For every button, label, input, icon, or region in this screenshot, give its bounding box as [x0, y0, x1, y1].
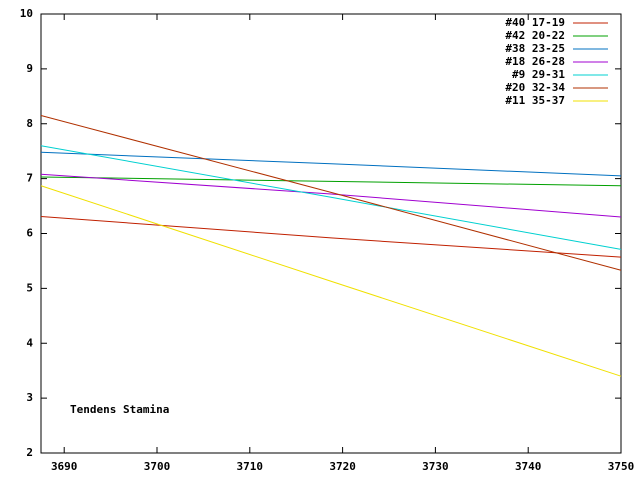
x-tick-label: 3690 — [51, 460, 78, 473]
x-tick-label: 3700 — [144, 460, 171, 473]
x-tick-label: 3710 — [237, 460, 264, 473]
x-tick-label: 3720 — [329, 460, 356, 473]
legend-label: #40 17-19 — [505, 16, 565, 29]
y-tick-label: 7 — [26, 172, 33, 185]
series-line — [40, 176, 622, 187]
y-tick-label: 3 — [26, 391, 33, 404]
y-tick-label: 4 — [26, 336, 33, 349]
y-tick-label: 2 — [26, 446, 33, 459]
x-tick-label: 3730 — [422, 460, 449, 473]
x-tick-label: 3740 — [515, 460, 542, 473]
legend-label: #20 32-34 — [505, 81, 565, 94]
legend-label: #9 29-31 — [512, 68, 565, 81]
y-tick-label: 8 — [26, 117, 33, 130]
series-line — [40, 145, 622, 250]
y-tick-label: 9 — [26, 62, 33, 75]
annotation: Tendens Stamina — [70, 403, 169, 416]
series-line — [40, 173, 622, 218]
y-tick-label: 10 — [20, 7, 33, 20]
series-line — [40, 185, 622, 377]
legend-label: #38 23-25 — [505, 42, 565, 55]
y-tick-label: 6 — [26, 227, 33, 240]
series-line — [40, 151, 622, 177]
y-tick-label: 5 — [26, 281, 33, 294]
x-tick-label: 3750 — [608, 460, 635, 473]
legend-label: #11 35-37 — [505, 94, 565, 107]
series-line — [40, 115, 622, 271]
series-line — [40, 215, 622, 258]
legend-label: #42 20-22 — [505, 29, 565, 42]
legend-label: #18 26-28 — [505, 55, 565, 68]
